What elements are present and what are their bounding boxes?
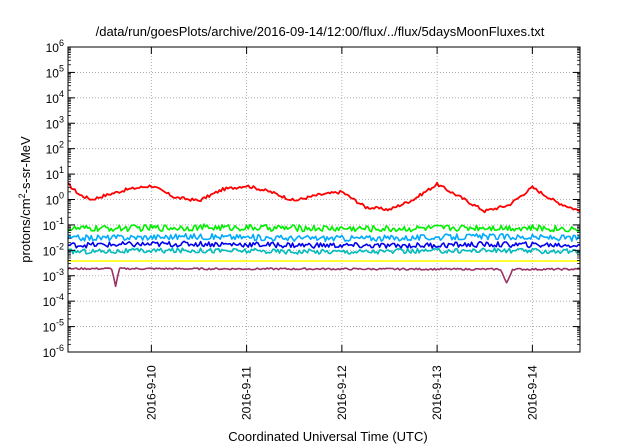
y-tick-label: 103	[46, 114, 64, 131]
series-line-5	[67, 247, 581, 255]
y-axis-label-rest: -s-sr-MeV	[18, 136, 33, 193]
series-layer	[67, 181, 581, 288]
y-axis-label-sup: 2	[17, 193, 27, 198]
series-line-7	[67, 266, 581, 288]
y-tick-label: 10-4	[43, 292, 64, 309]
grid-lines	[68, 47, 580, 352]
series-line-3	[67, 232, 581, 243]
x-tick-label: 2016-9-13	[430, 365, 444, 420]
y-tick-label: 10-5	[43, 318, 64, 335]
y-tick-label: 100	[46, 191, 64, 208]
x-tick-labels: 2016-9-10 2016-9-11 2016-9-12 2016-9-13 2016…	[144, 365, 539, 420]
series-line-2	[67, 223, 581, 233]
y-tick-label: 104	[46, 89, 64, 106]
series-line-1	[67, 181, 581, 214]
y-tick-label: 102	[46, 140, 64, 157]
y-tick-label: 10-1	[43, 216, 64, 233]
y-axis-label-base: protons/cm	[18, 198, 33, 262]
x-tick-label: 2016-9-10	[144, 365, 158, 420]
y-tick-label: 105	[46, 63, 64, 80]
x-tick-label: 2016-9-11	[240, 366, 254, 420]
y-tick-label: 10-6	[43, 343, 64, 360]
x-axis-label: Coordinated Universal Time (UTC)	[228, 429, 427, 444]
y-tick-label: 10-3	[43, 267, 64, 284]
x-tick-label: 2016-9-12	[335, 365, 349, 420]
y-tick-label: 106	[46, 38, 64, 55]
y-tick-label: 101	[46, 165, 64, 182]
y-tick-labels: 10-6 10-5 10-4 10-3 10-2 10-1 100 101 102 103 104 1…	[43, 38, 64, 360]
y-tick-label: 10-2	[43, 241, 64, 258]
chart-title: /data/run/goesPlots/archive/2016-09-14/1…	[96, 24, 545, 39]
series-line-4	[67, 240, 581, 249]
x-tick-label: 2016-9-14	[525, 365, 539, 420]
axis-ticks	[68, 46, 580, 353]
y-axis-label: protons/cm2-s-sr-MeV	[17, 136, 33, 263]
